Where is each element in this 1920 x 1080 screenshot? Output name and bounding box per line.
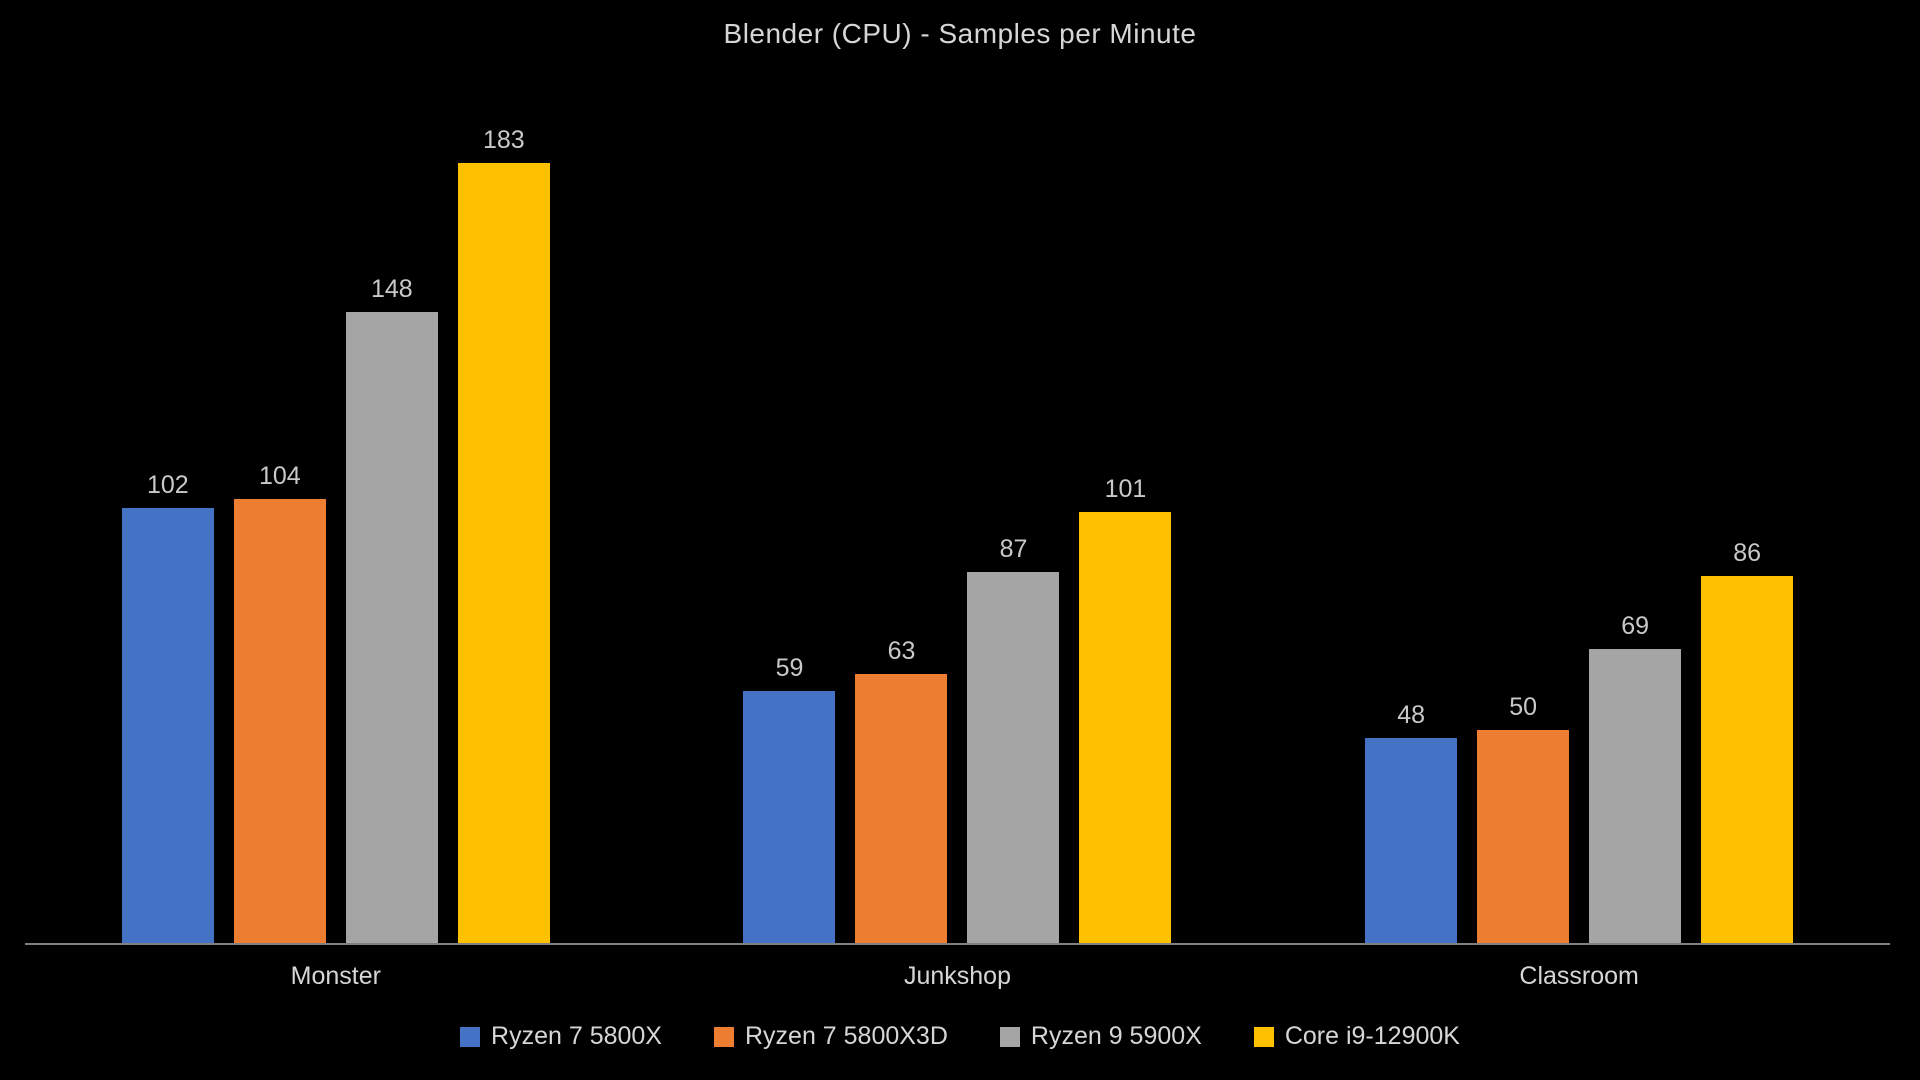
bar — [743, 691, 836, 943]
bar-column: 148 — [345, 90, 438, 943]
legend: Ryzen 7 5800X Ryzen 7 5800X3D Ryzen 9 5900… — [0, 1022, 1920, 1051]
bar-column: 86 — [1701, 90, 1794, 943]
bar-column: 59 — [743, 90, 836, 943]
chart-title: Blender (CPU) - Samples per Minute — [723, 18, 1197, 49]
value-label: 183 — [482, 125, 525, 154]
legend-swatch-icon — [1253, 1026, 1274, 1047]
value-label: 102 — [146, 470, 189, 499]
value-label: 63 — [887, 637, 916, 666]
value-label: 86 — [1733, 539, 1762, 568]
value-label: 87 — [999, 534, 1028, 563]
category-label: Monster — [290, 962, 381, 990]
legend-label: Ryzen 7 5800X — [491, 1022, 662, 1050]
bar — [233, 499, 326, 943]
value-label: 101 — [1104, 475, 1147, 504]
legend-item: Ryzen 7 5800X — [460, 1022, 662, 1051]
bar-column: 48 — [1365, 90, 1458, 943]
legend-label: Ryzen 9 5900X — [1030, 1022, 1202, 1050]
bar — [1365, 738, 1458, 943]
value-label: 48 — [1397, 701, 1426, 730]
bar — [1079, 512, 1172, 943]
legend-label: Core i9-12900K — [1284, 1022, 1460, 1050]
value-label: 50 — [1509, 692, 1538, 721]
bar-group-junkshop: 59 63 87 101 — [743, 90, 1172, 943]
bar-column: 183 — [457, 90, 550, 943]
value-label: 69 — [1621, 611, 1650, 640]
bar-column: 69 — [1589, 90, 1682, 943]
legend-item: Ryzen 7 5800X3D — [713, 1022, 948, 1051]
value-label: 104 — [258, 462, 301, 491]
bar — [345, 311, 438, 943]
value-label: 59 — [775, 654, 804, 683]
category-label: Junkshop — [903, 962, 1011, 990]
legend-swatch-icon — [713, 1026, 734, 1047]
legend-item: Ryzen 9 5900X — [999, 1022, 1202, 1051]
value-label: 148 — [370, 274, 413, 303]
bar — [121, 507, 214, 943]
bar-column: 102 — [121, 90, 214, 943]
x-axis-labels: Monster Junkshop Classroom — [25, 962, 1890, 991]
legend-swatch-icon — [460, 1026, 481, 1047]
bar — [855, 674, 948, 943]
bar — [1701, 576, 1794, 943]
legend-label: Ryzen 7 5800X3D — [744, 1022, 948, 1050]
bar-group-classroom: 48 50 69 86 — [1365, 90, 1794, 943]
bar — [967, 571, 1060, 943]
bar-group-monster: 102 104 148 183 — [121, 90, 550, 943]
bar — [1477, 729, 1570, 943]
bar-column: 104 — [233, 90, 326, 943]
bar — [1589, 648, 1682, 943]
bar — [457, 162, 550, 943]
bar-column: 63 — [855, 90, 948, 943]
legend-swatch-icon — [999, 1026, 1020, 1047]
category-label: Classroom — [1519, 962, 1639, 990]
bar-column: 50 — [1477, 90, 1570, 943]
plot-area: 102 104 148 183 59 63 87 101 48 50 69 86 — [25, 90, 1890, 945]
bar-column: 87 — [967, 90, 1060, 943]
legend-item: Core i9-12900K — [1253, 1022, 1460, 1051]
bar-column: 101 — [1079, 90, 1172, 943]
